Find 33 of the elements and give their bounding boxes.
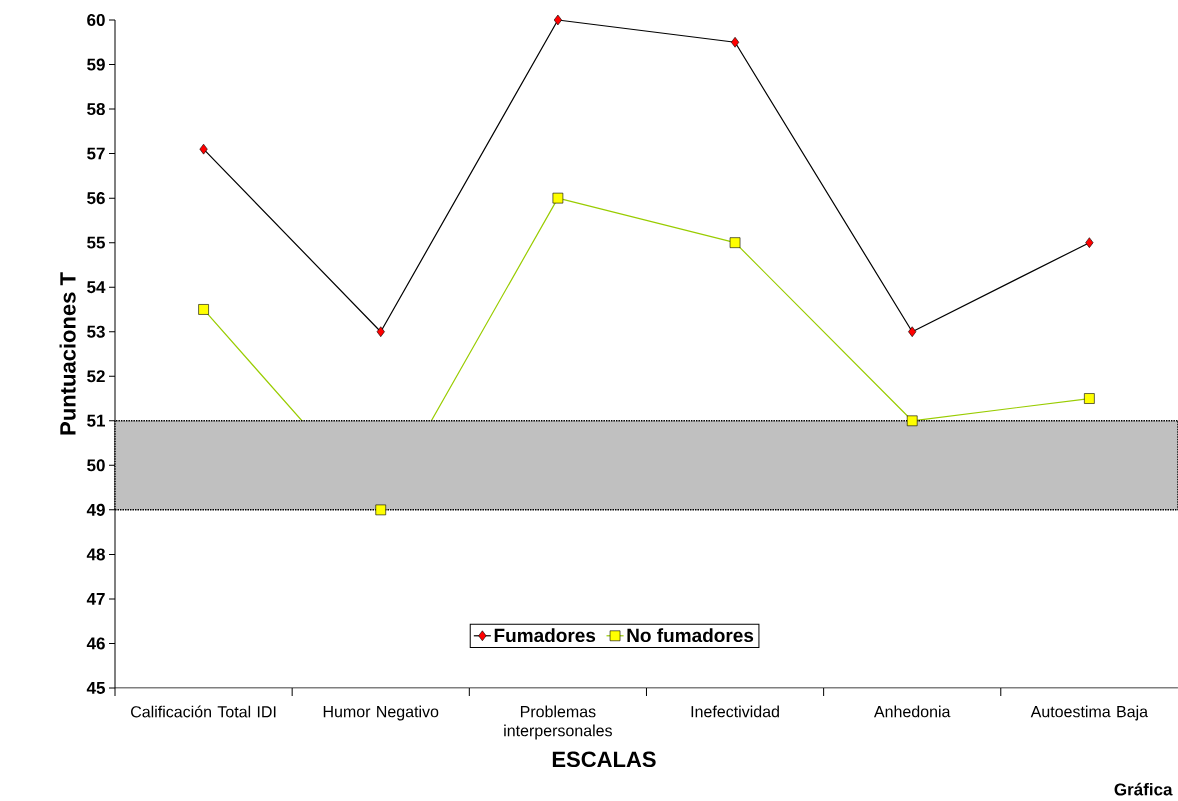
x-tick-label: Humor Negativo	[323, 705, 439, 721]
y-tick-label: 59	[87, 58, 105, 71]
y-tick-label: 45	[86, 682, 105, 694]
point	[553, 14, 562, 26]
y-tick-label: 48	[86, 548, 105, 561]
y-tick-label: 53	[87, 325, 105, 338]
y-tick-label: 57	[87, 147, 105, 160]
point	[199, 143, 208, 155]
point	[908, 326, 917, 338]
y-tick-label: 54	[87, 281, 106, 294]
y-tick-label: 46	[86, 637, 105, 650]
x-axis-title: ESCALAS	[552, 751, 656, 768]
y-axis-title: Puntuaciones T	[59, 272, 76, 435]
x-tick-label: Calificación Total IDI	[131, 705, 276, 718]
legend-label: No fumadores	[627, 628, 754, 643]
point	[1085, 237, 1094, 248]
y-tick-label: 50	[87, 459, 105, 472]
y-tick-label: 52	[87, 370, 105, 383]
y-tick-label: 55	[87, 236, 105, 249]
y-tick-label: 47	[86, 593, 105, 605]
y-tick-label: 49	[86, 503, 105, 516]
x-tick-label: Inefectividad	[691, 705, 779, 718]
y-tick-label: 60	[87, 13, 105, 27]
x-tick-label: Anhedonia	[873, 705, 951, 718]
text: Gráfica	[1114, 782, 1173, 796]
point	[376, 326, 385, 338]
y-tick-label: 58	[87, 103, 105, 116]
x-tick-label: Autoestima Baja	[1030, 705, 1149, 721]
legend-label: Fumadores	[494, 628, 596, 643]
y-tick-label: 56	[87, 192, 105, 205]
y-tick-label: 51	[87, 414, 105, 427]
x-tick-label: Problemas interpersonales	[504, 705, 612, 740]
point	[731, 36, 740, 48]
